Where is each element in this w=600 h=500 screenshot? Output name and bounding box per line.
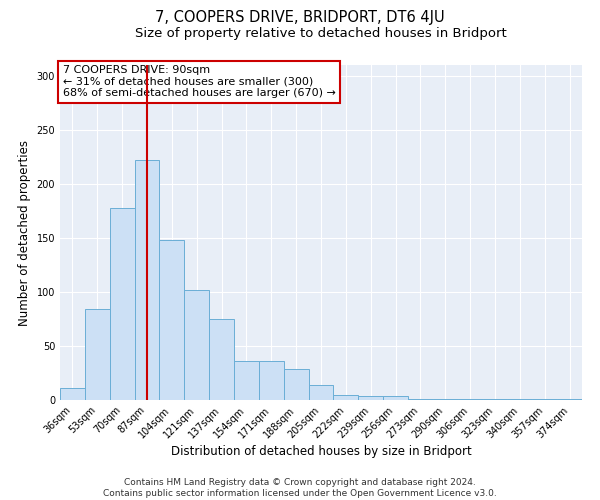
Bar <box>334 394 358 400</box>
Bar <box>532 399 557 400</box>
Bar <box>433 399 458 400</box>
Bar <box>259 361 284 400</box>
Bar <box>284 368 308 400</box>
Bar <box>383 396 408 400</box>
Text: 7 COOPERS DRIVE: 90sqm
← 31% of detached houses are smaller (300)
68% of semi-de: 7 COOPERS DRIVE: 90sqm ← 31% of detached… <box>62 65 335 98</box>
Bar <box>85 309 110 400</box>
Bar <box>408 399 433 400</box>
Bar <box>110 208 134 400</box>
Title: Size of property relative to detached houses in Bridport: Size of property relative to detached ho… <box>135 27 507 40</box>
Bar <box>308 385 334 400</box>
Bar <box>482 399 508 400</box>
Bar <box>160 240 184 400</box>
Bar <box>508 399 532 400</box>
Bar <box>358 396 383 400</box>
Bar <box>134 160 160 400</box>
Bar <box>184 290 209 400</box>
Text: Contains HM Land Registry data © Crown copyright and database right 2024.
Contai: Contains HM Land Registry data © Crown c… <box>103 478 497 498</box>
Y-axis label: Number of detached properties: Number of detached properties <box>18 140 31 326</box>
X-axis label: Distribution of detached houses by size in Bridport: Distribution of detached houses by size … <box>170 446 472 458</box>
Bar <box>458 399 482 400</box>
Bar <box>209 319 234 400</box>
Bar <box>60 388 85 400</box>
Bar <box>234 361 259 400</box>
Bar <box>557 399 582 400</box>
Text: 7, COOPERS DRIVE, BRIDPORT, DT6 4JU: 7, COOPERS DRIVE, BRIDPORT, DT6 4JU <box>155 10 445 25</box>
